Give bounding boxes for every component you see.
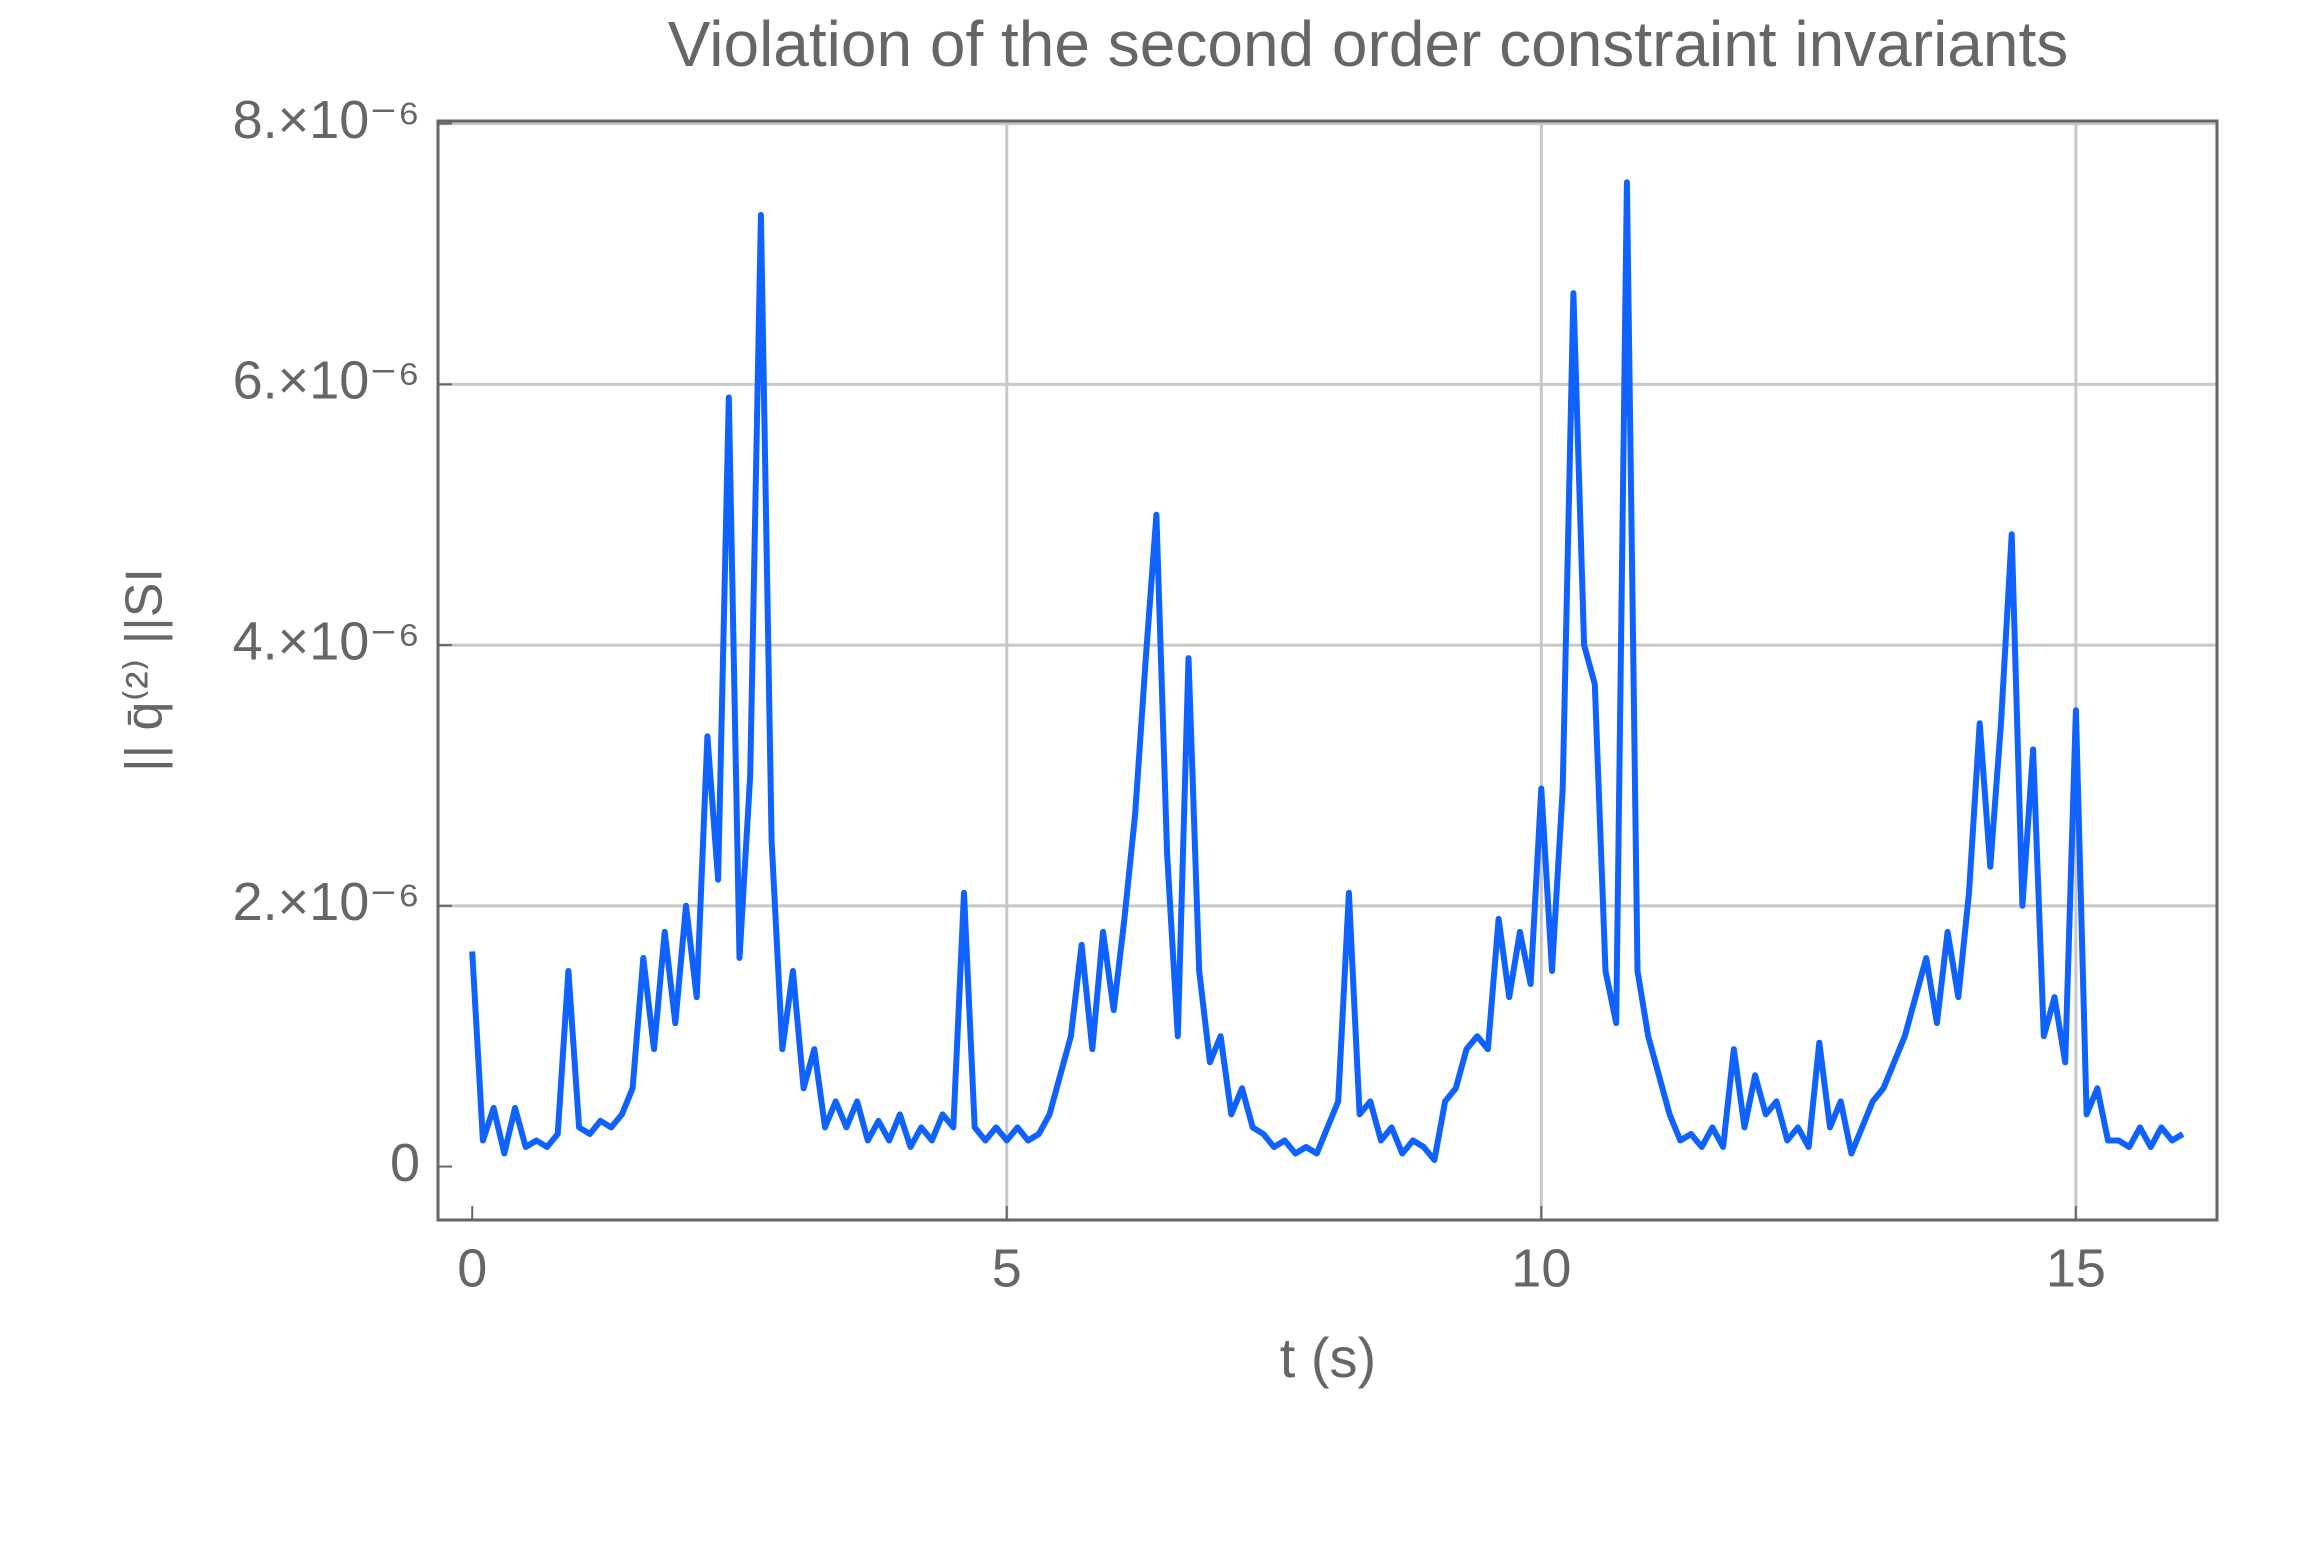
y-tick-label: 6.×10⁻⁶ <box>233 351 420 411</box>
plot-frame <box>436 119 2219 1222</box>
y-tick-label: 2.×10⁻⁶ <box>233 872 420 932</box>
y-axis-label: || q̄⁽²⁾ ||SI <box>116 568 174 772</box>
y-tick-label: 4.×10⁻⁶ <box>233 611 420 671</box>
y-tick-label: 0 <box>390 1133 420 1193</box>
data-line <box>469 179 2185 1163</box>
x-tick-label: 10 <box>1511 1238 1571 1298</box>
x-tick-label: 0 <box>457 1238 487 1298</box>
x-tick-label: 15 <box>2046 1238 2106 1298</box>
y-tick-label: 8.×10⁻⁶ <box>233 90 420 150</box>
x-axis-label: t (s) <box>1280 1326 1376 1389</box>
chart-title: Violation of the second order constraint… <box>668 8 2069 80</box>
x-tick-label: 5 <box>992 1238 1022 1298</box>
